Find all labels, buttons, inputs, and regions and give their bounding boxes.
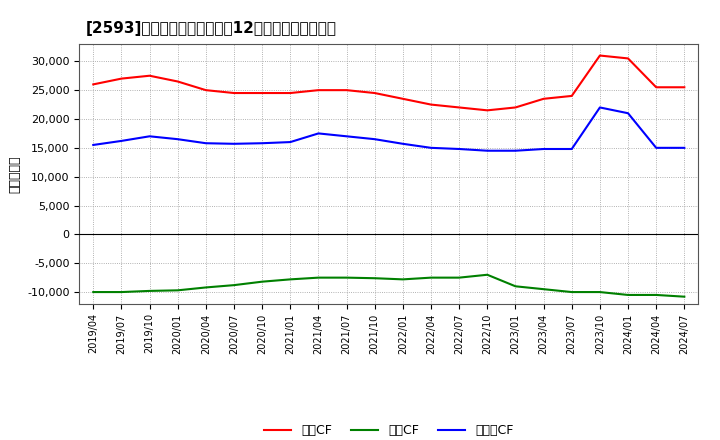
- 投資CF: [314, 275, 323, 280]
- 投資CF: [370, 275, 379, 281]
- 投資CF: [567, 290, 576, 295]
- 投資CF: [399, 277, 408, 282]
- フリーCF: [145, 134, 154, 139]
- 投資CF: [455, 275, 464, 280]
- 投資CF: [680, 294, 688, 299]
- 営業CF: [89, 82, 98, 87]
- フリーCF: [680, 145, 688, 150]
- 営業CF: [511, 105, 520, 110]
- 営業CF: [230, 90, 238, 95]
- 営業CF: [680, 84, 688, 90]
- 投資CF: [483, 272, 492, 277]
- 投資CF: [145, 288, 154, 293]
- 投資CF: [342, 275, 351, 280]
- フリーCF: [427, 145, 436, 150]
- 営業CF: [342, 88, 351, 93]
- 投資CF: [117, 290, 126, 295]
- フリーCF: [286, 139, 294, 145]
- フリーCF: [314, 131, 323, 136]
- 営業CF: [399, 96, 408, 102]
- Legend: 営業CF, 投資CF, フリーCF: 営業CF, 投資CF, フリーCF: [258, 419, 519, 440]
- 投資CF: [89, 290, 98, 295]
- 投資CF: [202, 285, 210, 290]
- フリーCF: [595, 105, 604, 110]
- 投資CF: [539, 286, 548, 292]
- フリーCF: [511, 148, 520, 154]
- 営業CF: [567, 93, 576, 99]
- 投資CF: [511, 284, 520, 289]
- 投資CF: [427, 275, 436, 280]
- 投資CF: [652, 292, 660, 297]
- 営業CF: [258, 90, 266, 95]
- 営業CF: [370, 90, 379, 95]
- 営業CF: [145, 73, 154, 78]
- フリーCF: [652, 145, 660, 150]
- 営業CF: [483, 108, 492, 113]
- 営業CF: [117, 76, 126, 81]
- 営業CF: [539, 96, 548, 102]
- Y-axis label: （百万円）: （百万円）: [9, 155, 22, 193]
- 投資CF: [624, 292, 632, 297]
- Line: フリーCF: フリーCF: [94, 107, 684, 151]
- 投資CF: [258, 279, 266, 284]
- フリーCF: [539, 147, 548, 152]
- 営業CF: [624, 56, 632, 61]
- フリーCF: [483, 148, 492, 154]
- フリーCF: [117, 138, 126, 143]
- Line: 営業CF: 営業CF: [94, 55, 684, 110]
- フリーCF: [399, 141, 408, 147]
- 営業CF: [595, 53, 604, 58]
- 投資CF: [230, 282, 238, 288]
- 営業CF: [286, 90, 294, 95]
- Line: 投資CF: 投資CF: [94, 275, 684, 297]
- 営業CF: [314, 88, 323, 93]
- 営業CF: [202, 88, 210, 93]
- フリーCF: [230, 141, 238, 147]
- 投資CF: [174, 288, 182, 293]
- 営業CF: [455, 105, 464, 110]
- 営業CF: [652, 84, 660, 90]
- フリーCF: [258, 141, 266, 146]
- フリーCF: [202, 141, 210, 146]
- フリーCF: [89, 142, 98, 147]
- フリーCF: [455, 147, 464, 152]
- 投資CF: [595, 290, 604, 295]
- 投資CF: [286, 277, 294, 282]
- 営業CF: [174, 79, 182, 84]
- フリーCF: [624, 110, 632, 116]
- Text: [2593]　キャッシュフローの12か月移動合計の推移: [2593] キャッシュフローの12か月移動合計の推移: [86, 21, 336, 36]
- フリーCF: [370, 136, 379, 142]
- 営業CF: [427, 102, 436, 107]
- フリーCF: [174, 136, 182, 142]
- フリーCF: [567, 147, 576, 152]
- フリーCF: [342, 134, 351, 139]
